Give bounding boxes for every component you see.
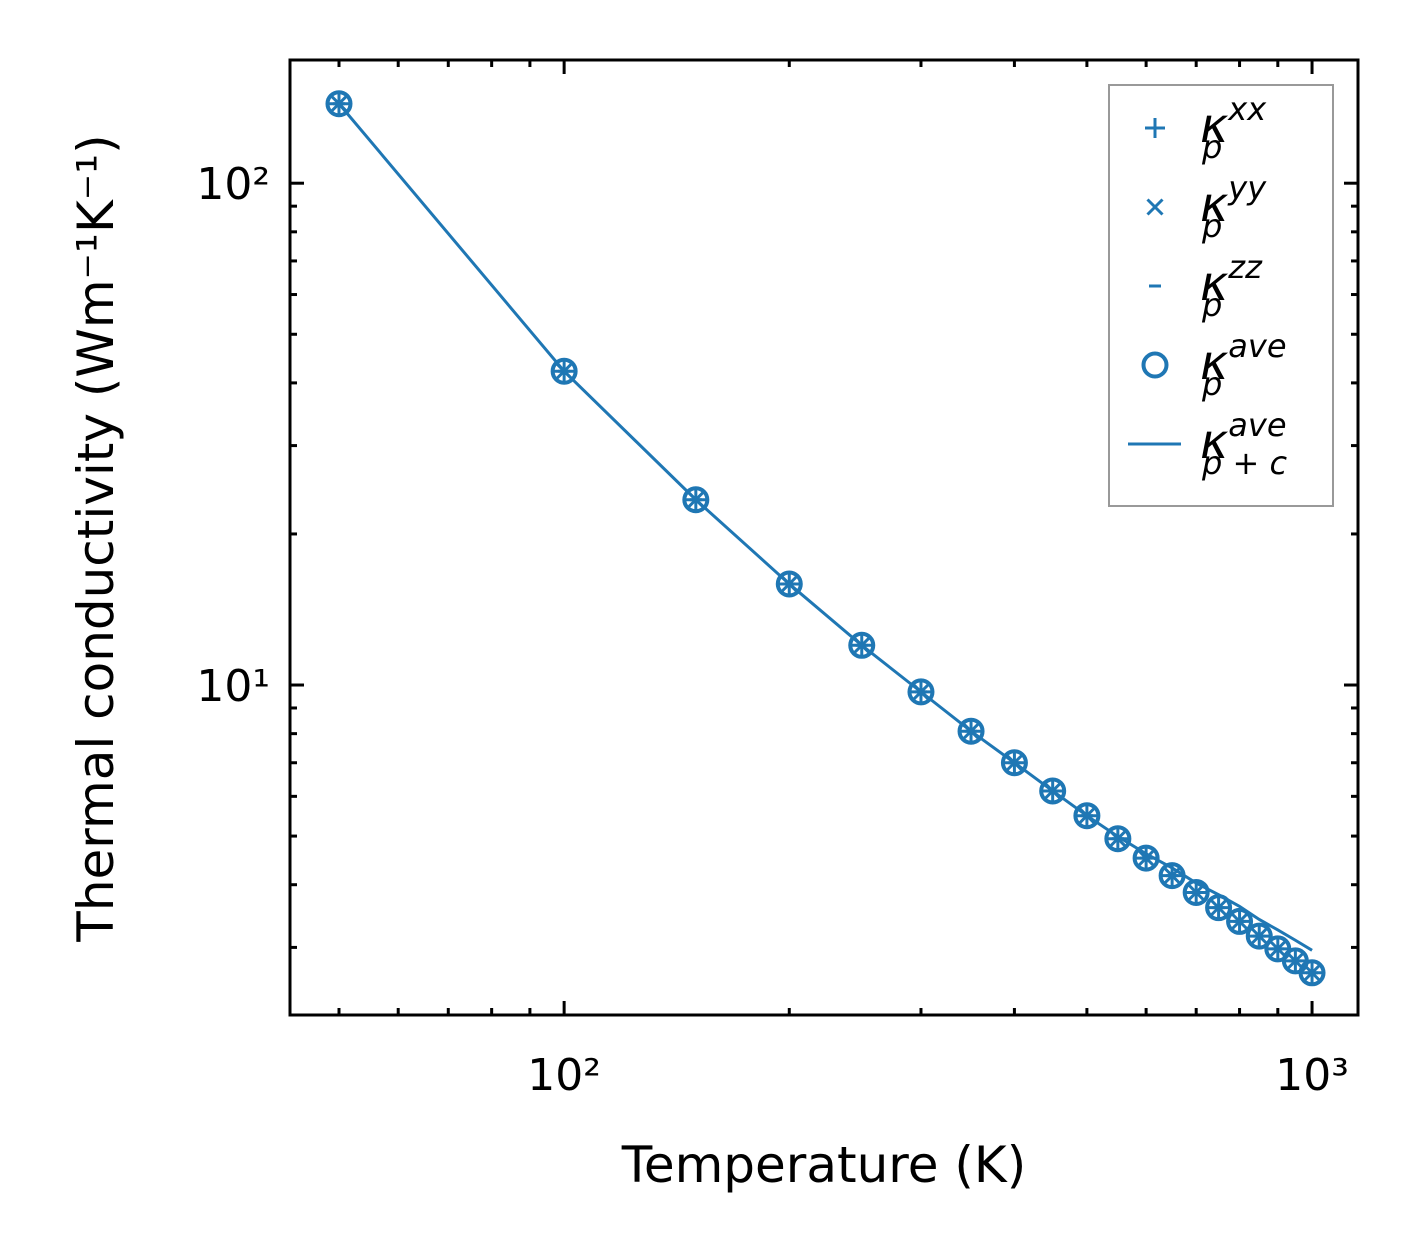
- circle-marker: [907, 678, 935, 706]
- legend-base: κ: [1200, 256, 1229, 312]
- legend-label: κave p: [1200, 327, 1287, 403]
- legend-item: κyy p: [1146, 169, 1267, 245]
- circle-marker: [1104, 825, 1132, 853]
- circle-marker: [1226, 907, 1254, 935]
- circle-marker: [775, 570, 803, 598]
- legend-item: κzz p: [1149, 248, 1263, 324]
- circle-marker: [1073, 802, 1101, 830]
- legend-item: κave p: [1141, 327, 1287, 403]
- legend-sup: xx: [1227, 90, 1267, 128]
- legend-sub: p: [1201, 286, 1222, 324]
- legend-frame: [1108, 84, 1334, 507]
- legend-label: κxx p: [1200, 90, 1267, 166]
- circle-marker: [1000, 749, 1028, 777]
- circle-marker: [848, 631, 876, 659]
- x-tick-label: 10²: [527, 1050, 601, 1101]
- legend-sup: yy: [1227, 169, 1267, 207]
- data-marks: [325, 90, 1326, 987]
- legend-sup: ave: [1228, 406, 1286, 444]
- legend-label: κyy p: [1200, 169, 1267, 245]
- circle-marker: [1039, 777, 1067, 805]
- plus-marker: [1145, 118, 1165, 138]
- legend-label: κzz p: [1200, 248, 1263, 324]
- legend-sub: p + c: [1201, 444, 1287, 482]
- x-axis-label: Temperature (K): [621, 1136, 1026, 1194]
- circle-marker: [325, 90, 353, 118]
- series-line: [337, 102, 1313, 952]
- legend-base: κ: [1200, 335, 1229, 391]
- legend-sup: zz: [1227, 248, 1263, 286]
- x-tick-label: 10³: [1275, 1050, 1349, 1101]
- legend-item: κxx p: [1145, 90, 1267, 166]
- y-tick-label: 10¹: [196, 661, 270, 712]
- x-marker: [1146, 198, 1164, 216]
- circle-marker: [1245, 922, 1273, 950]
- axis-ticks: 10² 10³ 10¹ 10²: [196, 60, 1358, 1101]
- legend-sub: p: [1201, 128, 1222, 166]
- legend-base: κ: [1200, 98, 1229, 154]
- circle-marker: [1141, 351, 1169, 379]
- legend-sub: p: [1201, 207, 1222, 245]
- legend-sub: p: [1201, 365, 1222, 403]
- circle-marker: [550, 357, 578, 385]
- legend-label: κave p + c: [1200, 406, 1287, 482]
- circle-marker: [1132, 844, 1160, 872]
- y-axis-label: Thermal conductivity (Wm⁻¹K⁻¹): [67, 134, 125, 942]
- legend-base: κ: [1200, 414, 1229, 470]
- series-2: [332, 102, 1319, 975]
- legend-base: κ: [1200, 177, 1229, 233]
- circle-marker: [682, 486, 710, 514]
- series-3: [325, 90, 1326, 987]
- circle-marker: [1182, 878, 1210, 906]
- circle-marker: [957, 717, 985, 745]
- circle-marker: [1298, 959, 1326, 987]
- y-tick-label: 10²: [196, 159, 270, 210]
- series-4: [337, 102, 1313, 952]
- legend-sup: ave: [1228, 327, 1286, 365]
- legend-item: κave p + c: [1128, 406, 1287, 482]
